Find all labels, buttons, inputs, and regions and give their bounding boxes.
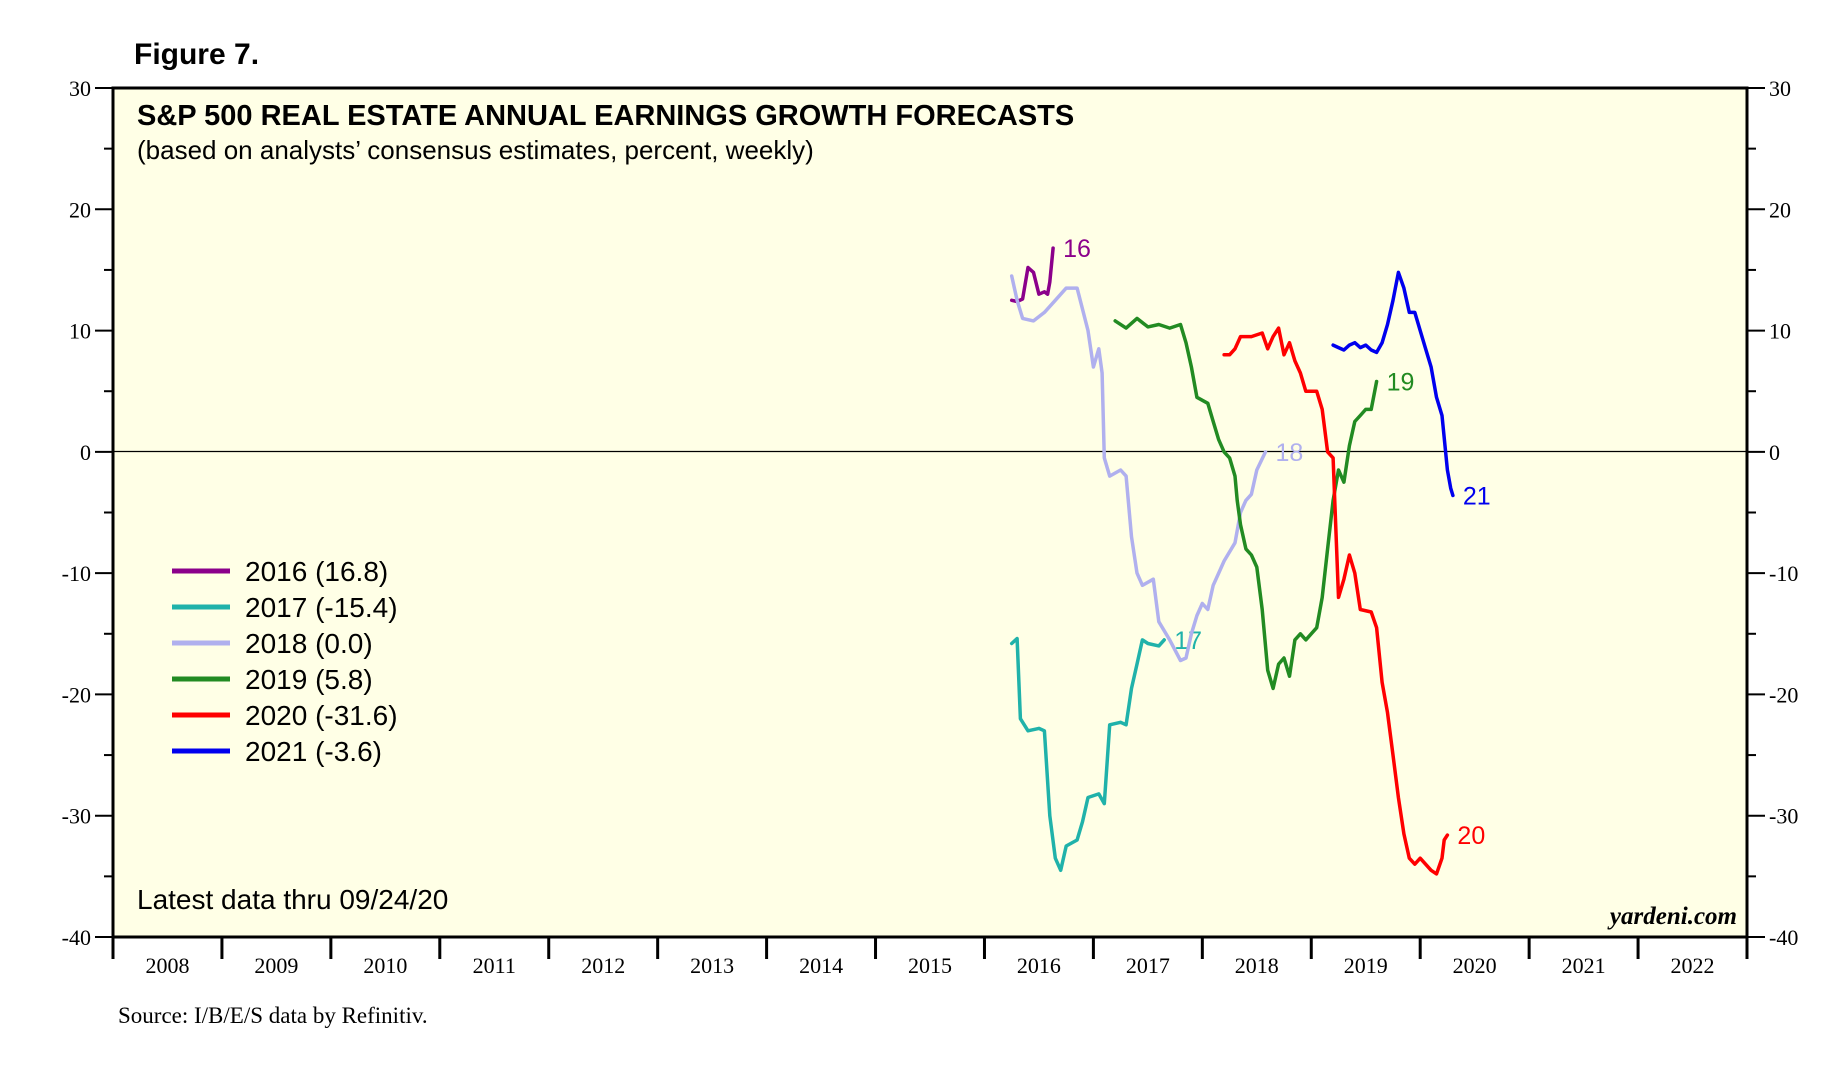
series-end-label-20: 20 <box>1457 822 1485 850</box>
series-end-label-21: 21 <box>1463 483 1491 511</box>
figure-label: Figure 7. <box>134 38 260 71</box>
x-tick-label: 2015 <box>908 953 952 978</box>
watermark: yardeni.com <box>1607 903 1737 930</box>
series-end-label-16: 16 <box>1063 235 1091 263</box>
legend-label-17: 2017 (-15.4) <box>245 592 398 623</box>
legend-label-18: 2018 (0.0) <box>245 628 373 659</box>
x-tick-label: 2009 <box>254 953 298 978</box>
x-tick-label: 2017 <box>1126 953 1170 978</box>
legend-label-21: 2021 (-3.6) <box>245 736 382 767</box>
series-line-21 <box>1331 270 1455 498</box>
y-tick-label-right: -10 <box>1769 561 1798 586</box>
x-tick-label: 2012 <box>581 953 625 978</box>
source-note: Source: I/B/E/S data by Refinitiv. <box>118 1003 428 1028</box>
y-tick-label-right: -40 <box>1769 925 1798 950</box>
y-tick-label-left: 30 <box>69 76 91 101</box>
series-line-16 <box>1009 246 1055 304</box>
series-line-19 <box>1113 316 1379 691</box>
x-tick-label: 2020 <box>1453 953 1497 978</box>
y-axis-left: 30 20 10 0 -10 -20 -30 -40 <box>62 76 113 950</box>
x-tick-label: 2014 <box>799 953 843 978</box>
legend-label-16: 2016 (16.8) <box>245 556 388 587</box>
series-line-18 <box>1009 274 1268 663</box>
x-tick-label: 2008 <box>145 953 189 978</box>
x-tick-label: 2011 <box>473 953 516 978</box>
y-tick-label-left: -10 <box>62 561 91 586</box>
y-axis-right: 30 20 10 0 -10 -20 -30 -40 <box>1747 76 1798 950</box>
x-tick-label: 2016 <box>1017 953 1061 978</box>
x-tick-label: 2010 <box>363 953 407 978</box>
x-tick-label: 2022 <box>1671 953 1715 978</box>
y-tick-label-right: 10 <box>1769 319 1791 344</box>
y-tick-label-right: 20 <box>1769 197 1791 222</box>
y-tick-label-left: -40 <box>62 925 91 950</box>
chart-subtitle: (based on analysts’ consensus estimates,… <box>137 135 814 165</box>
y-tick-label-left: 0 <box>80 440 91 465</box>
y-tick-label-left: 10 <box>69 319 91 344</box>
legend-label-19: 2019 (5.8) <box>245 664 373 695</box>
latest-data-note: Latest data thru 09/24/20 <box>137 884 448 915</box>
series-end-label-18: 18 <box>1276 439 1304 467</box>
y-tick-label-left: -20 <box>62 682 91 707</box>
x-tick-label: 2013 <box>690 953 734 978</box>
x-tick-label: 2018 <box>1235 953 1279 978</box>
plot-background <box>111 86 1749 939</box>
y-tick-label-left: 20 <box>69 197 91 222</box>
y-tick-label-right: -30 <box>1769 804 1798 829</box>
y-tick-label-right: 0 <box>1769 440 1780 465</box>
series-end-label-19: 19 <box>1387 369 1415 397</box>
series-line-20 <box>1222 326 1450 876</box>
chart-title: S&P 500 REAL ESTATE ANNUAL EARNINGS GROW… <box>137 100 1074 132</box>
x-axis: 2008 2009 2010 2011 2012 2013 2014 2015 2016 2017… <box>111 937 1749 978</box>
y-tick-label-left: -30 <box>62 804 91 829</box>
x-tick-label: 2019 <box>1344 953 1388 978</box>
legend: 2016 (16.8) 2017 (-15.4) 2018 (0.0) 2019 (5… <box>172 556 398 767</box>
y-tick-label-right: 30 <box>1769 76 1791 101</box>
series-line-17 <box>1009 636 1166 873</box>
x-tick-label: 2021 <box>1562 953 1606 978</box>
legend-label-20: 2020 (-31.6) <box>245 700 398 731</box>
y-tick-label-right: -20 <box>1769 682 1798 707</box>
